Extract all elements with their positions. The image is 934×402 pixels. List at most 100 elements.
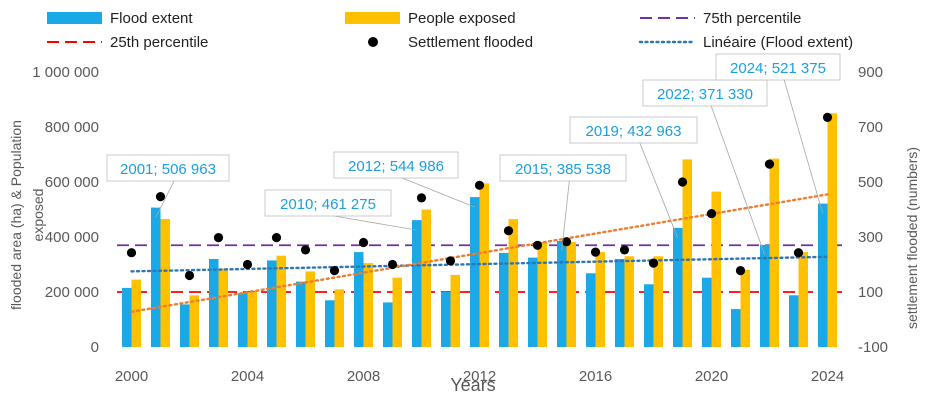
settlement-point-2024: [822, 112, 833, 122]
y-left-tick-label: 200 000: [45, 284, 99, 301]
bars: [122, 113, 837, 348]
callout-label: 2019; 432 963: [586, 123, 682, 140]
bar-people-exposed-2018: [653, 256, 663, 348]
callout-label: 2010; 461 275: [280, 196, 376, 213]
settlement-point-2021: [735, 266, 746, 276]
callout-leader: [334, 215, 417, 231]
bar-flood-extent-2000: [122, 287, 132, 347]
y-right-tick-label: 100: [858, 284, 883, 301]
legend-label: People exposed: [408, 10, 516, 27]
bar-people-exposed-2003: [218, 268, 228, 347]
bar-flood-extent-2007: [325, 300, 335, 348]
bar-flood-extent-2001: [151, 207, 161, 347]
callout-label: 2001; 506 963: [120, 161, 216, 178]
legend-label: 75th percentile: [703, 10, 801, 27]
legend-swatch: [368, 37, 378, 47]
y-left-axis-title: flooded area (ha) & Population exposed: [8, 120, 46, 310]
bar-people-exposed-2022: [769, 158, 779, 347]
bar-flood-extent-2014: [528, 257, 538, 347]
bar-people-exposed-2023: [798, 252, 808, 347]
callouts: 2001; 506 963 2010; 461 275 2012; 544 986 2…: [106, 53, 841, 256]
bar-flood-extent-2009: [383, 302, 393, 347]
callout-2001: 2001; 506 963: [106, 154, 230, 218]
callout-2015: 2015; 385 538: [499, 154, 627, 252]
y-left-tick-label: 400 000: [45, 229, 99, 246]
legend-label: 25th percentile: [110, 34, 208, 51]
x-tick-label: 2004: [231, 368, 264, 385]
bar-flood-extent-2017: [615, 259, 625, 347]
bar-flood-extent-2015: [557, 241, 567, 347]
bar-people-exposed-2021: [740, 270, 750, 347]
settlement-point-2008: [358, 237, 369, 248]
settlement-point-2000: [126, 248, 137, 258]
bar-people-exposed-2019: [682, 159, 692, 347]
bar-flood-extent-2018: [644, 284, 654, 347]
settlement-point-2020: [706, 209, 717, 219]
legend: Flood extent People exposed 75th percentil…: [47, 10, 853, 51]
callout-label: 2012; 544 986: [348, 158, 444, 175]
settlement-point-2018: [648, 258, 659, 268]
bar-people-exposed-2015: [566, 241, 576, 347]
callout-2010: 2010; 461 275: [264, 189, 417, 231]
bar-people-exposed-2006: [305, 271, 315, 347]
bar-flood-extent-2022: [760, 244, 770, 347]
settlement-point-2003: [213, 233, 224, 243]
callout-label: 2022; 371 330: [657, 86, 753, 103]
settlement-point-2001: [155, 192, 166, 202]
bar-people-exposed-2014: [537, 241, 547, 347]
settlement-point-2009: [387, 259, 398, 270]
settlement-point-2017: [619, 245, 630, 255]
settlement-point-2002: [184, 270, 195, 281]
settlement-point-2004: [242, 259, 253, 270]
bar-people-exposed-2017: [624, 256, 634, 348]
x-tick-label: 2000: [115, 368, 148, 385]
bar-flood-extent-2013: [499, 252, 509, 347]
axes: 0 200 000 400 000 600 000 800 000 1 000 000 -1…: [8, 64, 920, 395]
bar-flood-extent-2002: [180, 304, 190, 347]
x-tick-label: 2008: [347, 368, 380, 385]
legend-label: Settlement flooded: [408, 34, 533, 51]
callout-box: [569, 116, 698, 144]
y-right-tick-label: 700: [858, 119, 883, 136]
callout-label: 2015; 385 538: [515, 161, 611, 178]
y-left-tick-label: 0: [91, 339, 99, 356]
bar-flood-extent-2006: [296, 281, 306, 347]
y-left-tick-label: 1 000 000: [32, 64, 99, 81]
bar-people-exposed-2000: [131, 279, 141, 347]
settlement-point-2014: [532, 240, 543, 250]
y-right-tick-label: -100: [858, 339, 888, 356]
bar-people-exposed-2012: [479, 183, 489, 347]
settlement-point-2006: [300, 245, 311, 255]
y-right-axis-title: settlement flooded (numbers): [904, 147, 920, 329]
callout-box: [715, 53, 841, 81]
settlement-point-2015: [561, 237, 572, 247]
bar-flood-extent-2003: [209, 259, 219, 347]
settlement-point-2022: [764, 159, 775, 169]
bar-flood-extent-2021: [731, 309, 741, 347]
callout-leader: [783, 79, 824, 214]
bar-people-exposed-2002: [189, 295, 199, 347]
bar-flood-extent-2023: [789, 295, 799, 347]
bar-people-exposed-2001: [160, 219, 170, 347]
bar-people-exposed-2005: [276, 255, 286, 347]
callout-leader: [402, 177, 475, 208]
y-left-tick-label: 600 000: [45, 174, 99, 191]
bar-people-exposed-2016: [595, 252, 605, 347]
bar-flood-extent-2012: [470, 197, 480, 347]
bar-people-exposed-2007: [334, 289, 344, 348]
bar-flood-extent-2011: [441, 292, 451, 347]
x-axis-title: Years: [450, 375, 495, 395]
settlement-point-2010: [416, 193, 427, 203]
callout-2024: 2024; 521 375: [715, 53, 841, 214]
callout-box: [106, 154, 230, 182]
callout-2019: 2019; 432 963: [569, 116, 698, 239]
callout-box: [642, 79, 768, 107]
x-tick-label: 2024: [811, 368, 844, 385]
x-tick-label: 2016: [579, 368, 612, 385]
bar-people-exposed-2011: [450, 274, 460, 347]
settlement-point-2013: [503, 226, 514, 236]
bar-people-exposed-2024: [827, 113, 837, 348]
callout-leader: [561, 180, 570, 252]
y-right-tick-label: 900: [858, 64, 883, 81]
